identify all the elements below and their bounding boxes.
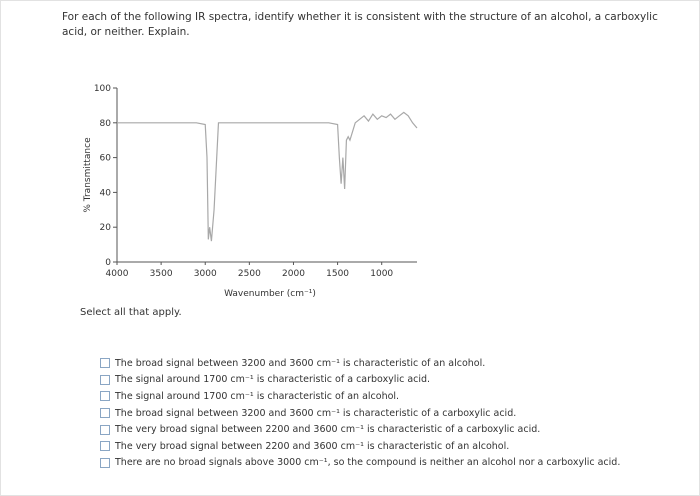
x-tick-label: 1500: [326, 269, 349, 279]
y-tick-label: 20: [100, 223, 112, 233]
checkbox[interactable]: [100, 391, 110, 402]
x-tick-label: 1000: [370, 269, 393, 279]
question-text: For each of the following IR spectra, id…: [62, 11, 658, 38]
x-axis-label: Wavenumber (cm⁻¹): [224, 289, 316, 299]
option: The broad signal between 3200 and 3600 c…: [100, 405, 620, 422]
option-text[interactable]: The very broad signal between 2200 and 3…: [115, 440, 510, 452]
y-axis-label: % Transmittance: [83, 137, 93, 213]
y-tick-label: 0: [105, 258, 111, 268]
option: There are no broad signals above 3000 cm…: [100, 455, 620, 472]
x-tick-label: 2500: [238, 269, 261, 279]
checkbox[interactable]: [100, 358, 110, 369]
spectrum-line: [117, 111, 418, 242]
checkbox[interactable]: [100, 408, 110, 419]
option: The very broad signal between 2200 and 3…: [100, 438, 620, 455]
option: The broad signal between 3200 and 3600 c…: [100, 355, 620, 372]
option: The very broad signal between 2200 and 3…: [100, 421, 620, 438]
checkbox[interactable]: [100, 374, 110, 385]
y-tick-label: 40: [100, 188, 112, 198]
option: The signal around 1700 cm⁻¹ is character…: [100, 388, 620, 405]
checkbox[interactable]: [100, 441, 110, 452]
x-tick-label: 2000: [282, 269, 305, 279]
x-tick-label: 3000: [194, 269, 217, 279]
option: The signal around 1700 cm⁻¹ is character…: [100, 372, 620, 389]
option-text[interactable]: The very broad signal between 2200 and 3…: [115, 424, 541, 436]
option-text[interactable]: The broad signal between 3200 and 3600 c…: [115, 357, 486, 369]
checkbox[interactable]: [100, 457, 110, 468]
options: The broad signal between 3200 and 3600 c…: [100, 355, 620, 471]
x-tick-label: 4000: [106, 269, 129, 279]
y-tick-label: 80: [100, 119, 112, 129]
y-tick-label: 60: [100, 154, 112, 164]
x-tick-label: 3500: [150, 269, 173, 279]
option-text[interactable]: The broad signal between 3200 and 3600 c…: [115, 407, 517, 419]
prompt: Select all that apply.: [80, 307, 182, 318]
option-text[interactable]: There are no broad signals above 3000 cm…: [115, 457, 621, 469]
checkbox[interactable]: [100, 424, 110, 435]
option-text[interactable]: The signal around 1700 cm⁻¹ is character…: [115, 390, 400, 402]
option-text[interactable]: The signal around 1700 cm⁻¹ is character…: [115, 374, 431, 386]
ir-spectrum: 0 20 40 60 80 100 4000 3500 3000 2500 2000 1500 1000…: [83, 84, 418, 299]
y-tick-label: 100: [94, 84, 111, 94]
